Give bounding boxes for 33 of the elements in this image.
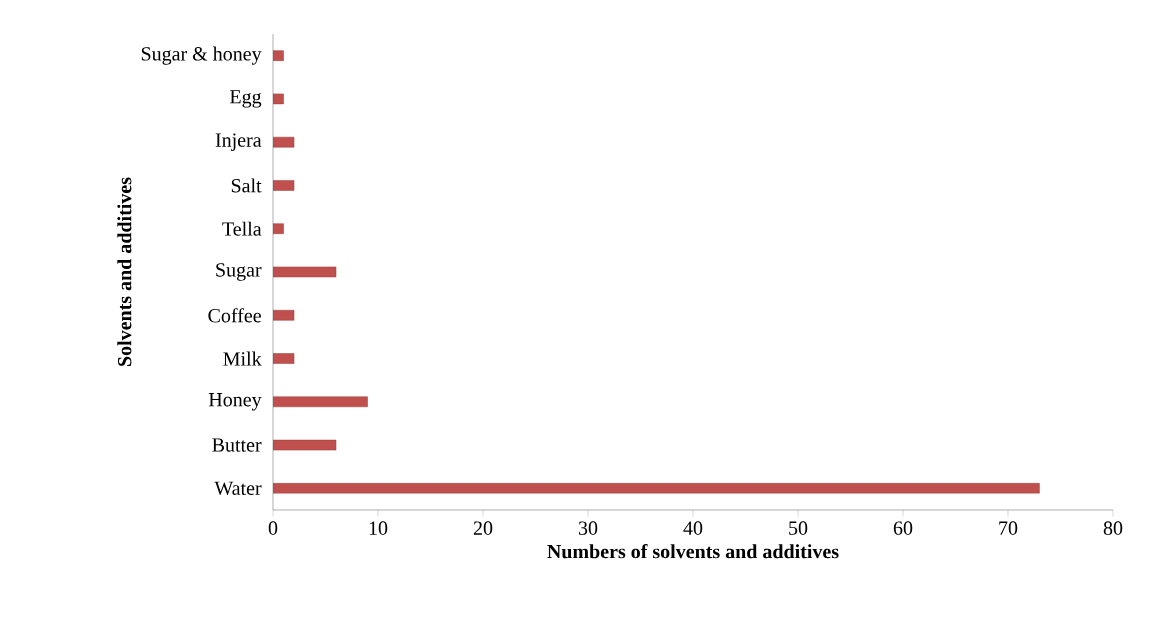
x-tick-label: 70 (999, 521, 1018, 535)
bar (273, 93, 284, 105)
y-tick-label: Sugar (216, 263, 262, 281)
y-tick-label: Injera (215, 133, 262, 151)
y-tick-label: Water (214, 481, 262, 496)
bar (273, 309, 295, 321)
y-tick-label: Milk (223, 351, 262, 366)
x-tick-label: 10 (369, 521, 388, 535)
bar (273, 483, 1040, 494)
y-tick-label: Egg (230, 90, 262, 108)
bar (273, 180, 295, 191)
bar (273, 50, 284, 61)
bar (273, 136, 295, 148)
x-axis-title: Numbers of solvents and additives (547, 544, 839, 559)
x-tick-label: 30 (578, 521, 598, 535)
x-tick-label: 40 (683, 521, 703, 535)
y-tick-label: Salt (231, 178, 262, 193)
bar (273, 439, 337, 451)
y-axis-title: Solvents and additives (117, 177, 132, 366)
x-tick-label: 80 (1103, 521, 1123, 535)
y-tick-label: Honey (208, 393, 262, 411)
x-tick-label: 20 (473, 521, 493, 535)
y-tick-label: Coffee (208, 308, 261, 323)
bar (273, 223, 284, 234)
bar (273, 396, 368, 408)
x-tick-label: 60 (893, 521, 913, 535)
x-tick-label: 0 (268, 521, 278, 535)
y-tick-label: Butter (212, 438, 262, 452)
x-tick-label: 50 (789, 521, 808, 535)
y-tick-label: Tella (222, 221, 262, 236)
y-tick-label: Sugar & honey (141, 46, 262, 65)
bar (273, 353, 295, 364)
bar (273, 266, 337, 278)
